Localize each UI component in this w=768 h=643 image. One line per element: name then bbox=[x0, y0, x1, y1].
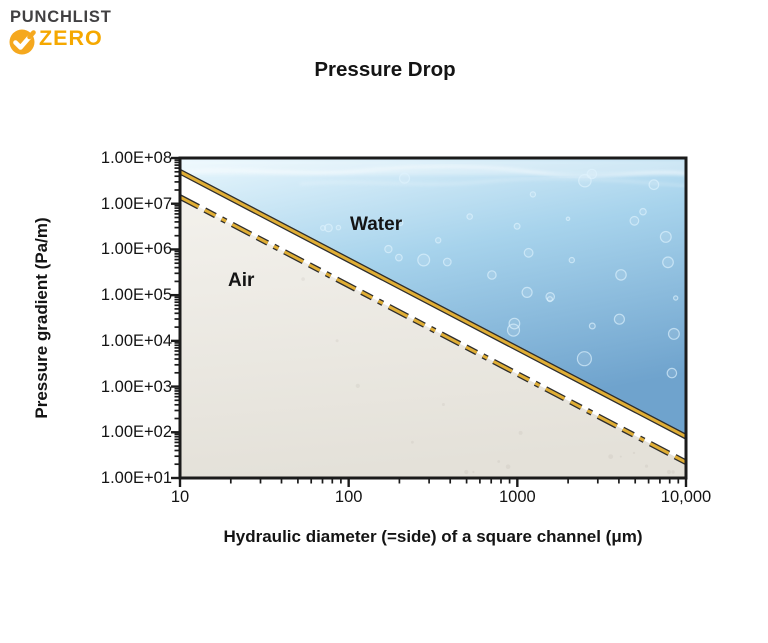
chart-title: Pressure Drop bbox=[314, 58, 456, 81]
water-line bbox=[180, 169, 686, 440]
water-region-texture bbox=[180, 158, 686, 437]
water-series-label: Water bbox=[350, 214, 403, 235]
y-tick-label: 1.00E+03 bbox=[100, 377, 172, 396]
y-tick-label: 1.00E+07 bbox=[100, 194, 172, 213]
logo-brand-bottom: ZERO bbox=[39, 26, 103, 50]
x-tick-label: 10 bbox=[170, 488, 190, 506]
air-region-texture bbox=[180, 197, 686, 478]
y-tick-label: 1.00E+01 bbox=[100, 469, 172, 487]
x-axis-title: Hydraulic diameter (=side) of a square c… bbox=[223, 527, 643, 546]
plot-border bbox=[178, 156, 688, 480]
checkmark-icon bbox=[9, 29, 36, 55]
y-tick-label: 1.00E+06 bbox=[100, 240, 172, 259]
plot-area bbox=[180, 158, 686, 478]
y-tick-label: 1.00E+04 bbox=[100, 331, 172, 350]
axis-ticks bbox=[171, 156, 688, 487]
x-tick-label: 1000 bbox=[498, 488, 536, 506]
x-tick-label: 100 bbox=[334, 488, 363, 506]
air-line bbox=[180, 194, 686, 465]
y-tick-label: 1.00E+05 bbox=[100, 286, 172, 305]
x-tick-label: 10,000 bbox=[660, 488, 712, 506]
y-tick-label: 1.00E+02 bbox=[100, 423, 172, 442]
logo-brand-top: PUNCHLIST bbox=[10, 8, 112, 26]
y-tick-label: 1.00E+08 bbox=[100, 149, 172, 167]
air-series-label: Air bbox=[228, 270, 255, 291]
